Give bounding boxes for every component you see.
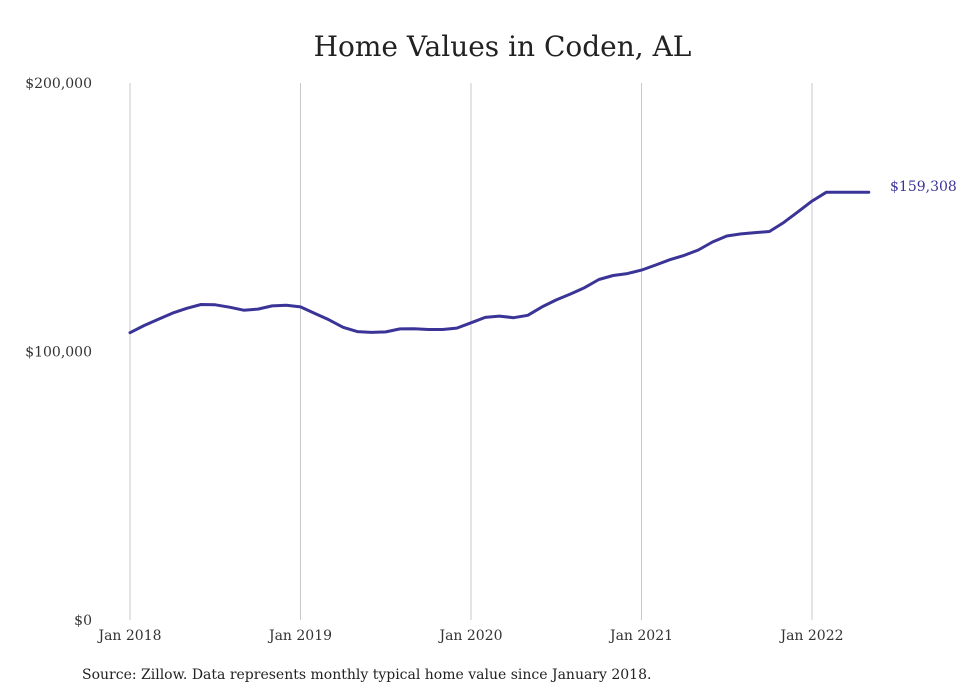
x-tick-label: Jan 2019 xyxy=(267,628,332,644)
y-tick-label: $0 xyxy=(74,613,92,629)
end-label-layer: $159,308 xyxy=(890,179,957,195)
x-tick-label: Jan 2022 xyxy=(778,628,843,644)
source-note: Source: Zillow. Data represents monthly … xyxy=(82,667,652,683)
x-tick-label: Jan 2021 xyxy=(608,628,673,644)
x-tick-label: Jan 2020 xyxy=(437,628,502,644)
y-axis-tick-labels: $0 $100,000 $200,000 xyxy=(25,76,92,629)
y-tick-label: $200,000 xyxy=(25,76,92,92)
y-tick-label: $100,000 xyxy=(25,345,92,361)
series-line xyxy=(128,190,871,335)
x-axis-tick-labels: Jan 2018 Jan 2019 Jan 2020 Jan 2021 Jan 2022 xyxy=(96,628,843,644)
x-tick-label: Jan 2018 xyxy=(96,628,161,644)
chart-title: Home Values in Coden, AL xyxy=(313,30,692,63)
end-value-label: $159,308 xyxy=(890,179,957,195)
series-layer xyxy=(128,190,871,335)
grid-lines xyxy=(129,83,813,620)
